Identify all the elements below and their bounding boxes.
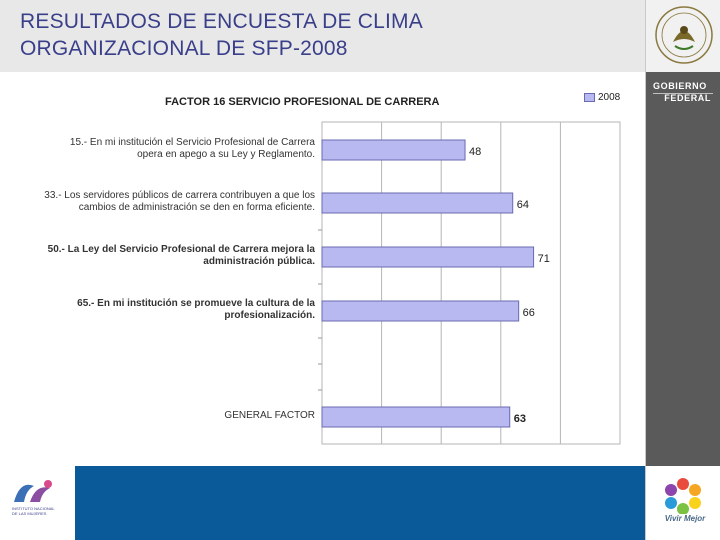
- category-label: 33.- Los servidores públicos de carrera …: [10, 190, 315, 214]
- data-label-layer: 48 64 71 66 63: [469, 146, 550, 425]
- category-label: GENERAL FACTOR: [10, 410, 315, 422]
- mexico-seal-icon: [655, 6, 713, 64]
- category-label-line: 65.- En mi institución se promueve la cu…: [77, 298, 315, 309]
- plot-area: [321, 121, 621, 445]
- category-label: 50.- La Ley del Servicio Profesional de …: [10, 244, 315, 268]
- bar: [321, 406, 511, 428]
- slide-title-line2: ORGANIZACIONAL DE SFP-2008: [20, 37, 348, 60]
- grid-layer: [318, 121, 621, 445]
- data-label: 48: [469, 146, 481, 158]
- data-label: 71: [538, 253, 550, 265]
- bar: [321, 300, 520, 322]
- chart-legend: 2008: [584, 92, 620, 103]
- category-label-line: GENERAL FACTOR: [224, 410, 315, 421]
- category-label-line: cambios de administración se den en form…: [78, 202, 315, 213]
- data-label: 63: [514, 413, 526, 425]
- bar-layer: [321, 139, 535, 428]
- gov-line1: GOBIERNO: [653, 81, 707, 91]
- vivir-mejor-label: Vivir Mejor: [664, 514, 706, 523]
- category-label-line: administración pública.: [203, 256, 315, 267]
- inst-line1: INSTITUTO NACIONAL: [12, 506, 55, 511]
- inmujeres-logo-icon: [14, 480, 52, 502]
- category-label-line: 50.- La Ley del Servicio Profesional de …: [47, 244, 315, 255]
- category-label-line: profesionalización.: [224, 310, 315, 321]
- vivir-mejor-flower-icon: [665, 478, 701, 514]
- gov-line2: FEDERAL: [664, 93, 711, 103]
- bottom-band: [75, 466, 645, 540]
- gov-divider: [653, 93, 713, 94]
- legend-label: 2008: [598, 92, 621, 103]
- header-band: [0, 0, 645, 72]
- category-label-line: opera en apego a su Ley y Reglamento.: [137, 149, 315, 160]
- category-label: 65.- En mi institución se promueve la cu…: [10, 298, 315, 322]
- gobierno-federal-panel: [646, 72, 720, 466]
- data-label: 64: [517, 199, 529, 211]
- inmujeres-text: INSTITUTO NACIONAL DE LAS MUJERES: [12, 506, 62, 516]
- inst-line2: DE LAS MUJERES: [12, 511, 47, 516]
- bar: [321, 246, 535, 268]
- category-label: 15.- En mi institución el Servicio Profe…: [10, 137, 315, 161]
- bar: [321, 139, 466, 161]
- category-label-line: 15.- En mi institución el Servicio Profe…: [69, 137, 315, 148]
- slide-title: RESULTADOS DE ENCUESTA DE CLIMA ORGANIZA…: [20, 8, 620, 62]
- legend-swatch: [584, 93, 595, 102]
- data-label: 66: [523, 307, 535, 319]
- category-label-line: 33.- Los servidores públicos de carrera …: [44, 190, 315, 201]
- bar: [321, 192, 514, 214]
- slide-title-line1: RESULTADOS DE ENCUESTA DE CLIMA: [20, 10, 423, 33]
- gobierno-federal-label: GOBIERNO FEDERAL: [653, 80, 717, 104]
- chart-title: FACTOR 16 SERVICIO PROFESIONAL DE CARRER…: [165, 96, 440, 108]
